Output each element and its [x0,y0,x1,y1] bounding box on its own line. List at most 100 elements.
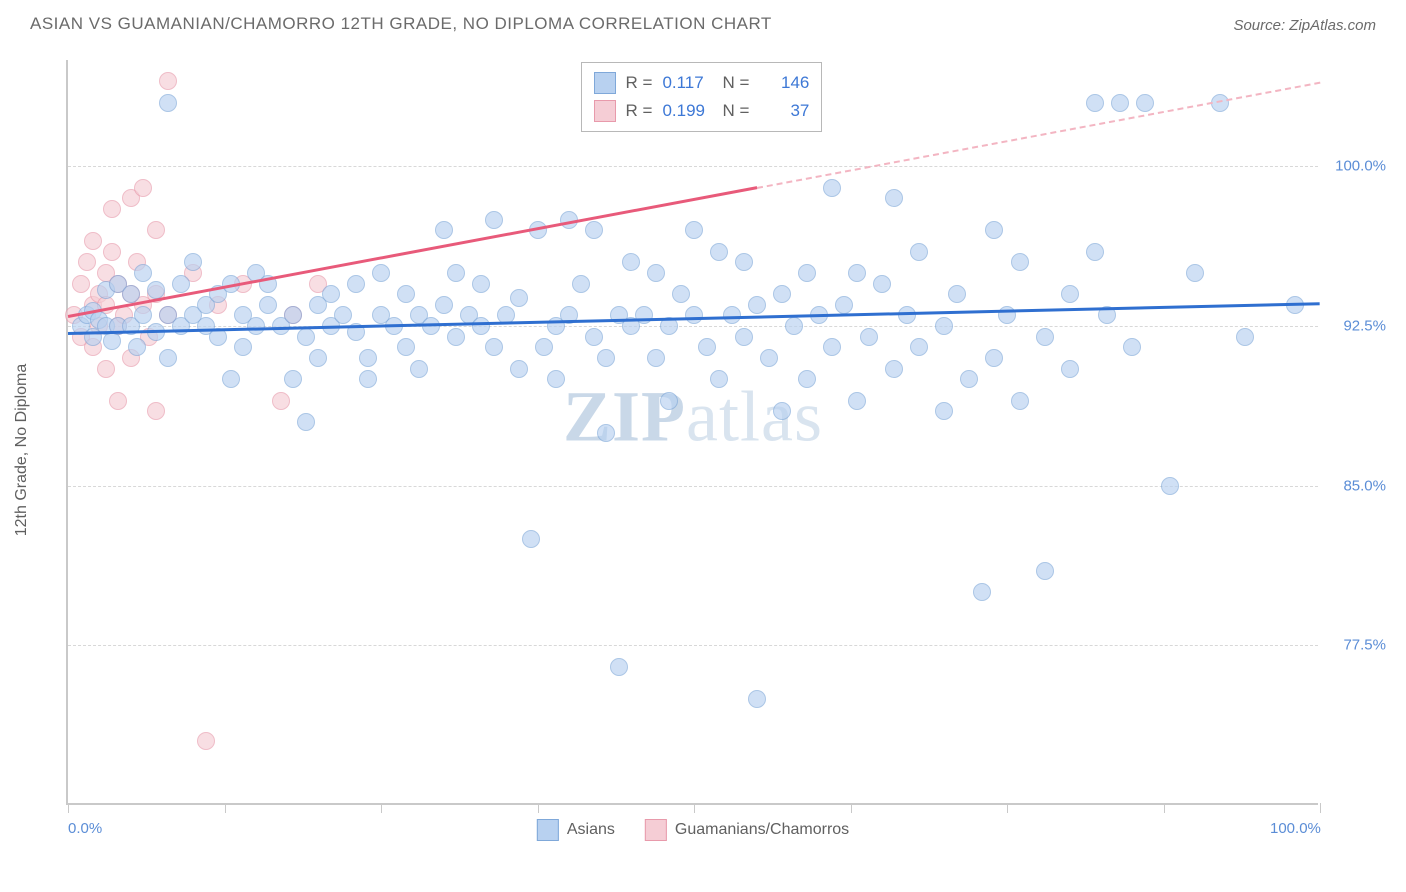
y-tick-label: 85.0% [1343,477,1386,494]
legend-item: Asians [537,819,615,841]
data-point [134,306,152,324]
data-point [84,232,102,250]
r-value: 0.117 [662,69,712,97]
data-point [172,275,190,293]
data-point [773,285,791,303]
legend-swatch [537,819,559,841]
data-point [885,189,903,207]
data-point [122,285,140,303]
data-point [1086,94,1104,112]
data-point [472,275,490,293]
data-point [585,328,603,346]
data-point [572,275,590,293]
data-point [234,338,252,356]
data-point [823,179,841,197]
data-point [272,392,290,410]
data-point [297,328,315,346]
data-point [103,243,121,261]
data-point [710,243,728,261]
legend-swatch [594,72,616,94]
data-point [798,370,816,388]
r-value: 0.199 [662,97,712,125]
data-point [103,200,121,218]
legend-item: Guamanians/Chamorros [645,819,849,841]
data-point [197,732,215,750]
data-point [435,296,453,314]
data-point [72,275,90,293]
data-point [78,253,96,271]
data-point [672,285,690,303]
data-point [134,179,152,197]
data-point [898,306,916,324]
data-point [134,264,152,282]
data-point [735,253,753,271]
data-point [397,338,415,356]
gridline-horizontal [68,645,1318,646]
n-label: N = [722,97,749,125]
data-point [1061,285,1079,303]
data-point [109,392,127,410]
x-tick [381,803,382,813]
data-point [435,221,453,239]
data-point [147,402,165,420]
legend-label: Guamanians/Chamorros [675,821,849,839]
y-tick-label: 77.5% [1343,637,1386,654]
data-point [685,221,703,239]
data-point [973,583,991,601]
data-point [522,530,540,548]
r-label: R = [626,69,653,97]
gridline-horizontal [68,486,1318,487]
data-point [910,243,928,261]
data-point [1061,360,1079,378]
data-point [835,296,853,314]
x-tick [538,803,539,813]
data-point [748,690,766,708]
data-point [1123,338,1141,356]
data-point [159,94,177,112]
data-point [447,328,465,346]
data-point [284,370,302,388]
data-point [685,306,703,324]
data-point [773,402,791,420]
data-point [585,221,603,239]
n-label: N = [722,69,749,97]
plot-area: ZIPatlas R =0.117N =146R =0.199N =37 Asi… [66,60,1318,805]
data-point [860,328,878,346]
series-legend: Asians Guamanians/Chamorros [537,819,849,841]
data-point [760,349,778,367]
data-point [147,221,165,239]
data-point [848,264,866,282]
data-point [359,349,377,367]
chart-container: 12th Grade, No Diploma ZIPatlas R =0.117… [30,50,1376,850]
x-tick [1007,803,1008,813]
data-point [97,360,115,378]
legend-swatch [594,100,616,122]
data-point [147,281,165,299]
data-point [1136,94,1154,112]
y-tick-label: 100.0% [1335,158,1386,175]
x-tick-label: 0.0% [68,820,102,837]
data-point [1236,328,1254,346]
data-point [935,317,953,335]
source-attribution: Source: ZipAtlas.com [1233,17,1376,34]
r-label: R = [626,97,653,125]
data-point [660,392,678,410]
x-tick [1164,803,1165,813]
data-point [985,221,1003,239]
data-point [397,285,415,303]
data-point [347,275,365,293]
data-point [247,317,265,335]
data-point [1111,94,1129,112]
data-point [485,211,503,229]
data-point [1011,392,1029,410]
data-point [647,349,665,367]
gridline-horizontal [68,166,1318,167]
data-point [322,285,340,303]
n-value: 146 [759,69,809,97]
data-point [222,370,240,388]
data-point [472,317,490,335]
stats-row: R = 0.117 N = 146 [594,69,810,97]
data-point [297,413,315,431]
data-point [547,370,565,388]
data-point [873,275,891,293]
